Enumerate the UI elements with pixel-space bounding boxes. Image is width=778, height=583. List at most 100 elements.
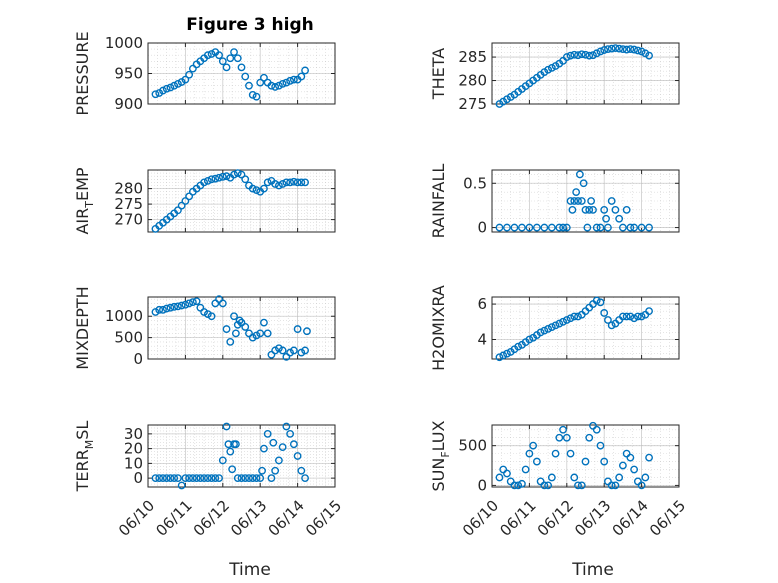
data-point	[633, 46, 642, 55]
data-point	[237, 474, 246, 483]
x-tick-label: 06/15	[646, 497, 689, 540]
data-point	[559, 223, 567, 232]
data-point	[289, 75, 298, 84]
axes-box	[147, 296, 336, 360]
data-point	[170, 302, 179, 311]
data-point	[297, 178, 306, 187]
data-point	[181, 197, 190, 205]
data-point	[192, 297, 201, 306]
data-point	[562, 433, 571, 442]
data-point	[269, 438, 278, 447]
data-point	[641, 473, 650, 482]
data-point	[645, 51, 653, 60]
data-point	[211, 474, 220, 483]
subplot-5: 0 500 1000 MIXDEPTH	[73, 286, 336, 370]
data-point	[185, 299, 194, 308]
x-tick-label: 06/14	[609, 497, 652, 540]
data-point	[514, 342, 523, 351]
data-point	[174, 302, 182, 311]
data-point	[233, 474, 242, 483]
y-tick-label: 0	[477, 219, 487, 237]
data-point	[630, 45, 639, 54]
x-axis-label-right: Time	[571, 560, 614, 580]
data-point	[503, 469, 511, 478]
data-point	[547, 323, 556, 332]
data-point	[540, 326, 549, 335]
data-point	[174, 474, 182, 483]
data-point	[579, 179, 588, 188]
data-point	[503, 349, 511, 358]
data-point	[540, 223, 549, 232]
data-point	[222, 422, 231, 431]
data-point	[278, 180, 287, 188]
data-point	[547, 223, 556, 232]
data-point	[581, 457, 590, 466]
data-point	[196, 474, 205, 483]
y-tick-label: 285	[458, 48, 487, 66]
data-point	[174, 79, 182, 88]
data-point	[525, 335, 534, 344]
data-point	[278, 346, 287, 355]
subplot-1: 900 950 1000 PRESSURE	[73, 31, 336, 116]
data-point	[626, 312, 635, 321]
data-point	[185, 474, 194, 483]
y-axis-label: H2OMIXRA	[429, 285, 448, 371]
y-tick-label: 10	[124, 454, 143, 472]
x-tick-label: 06/14	[265, 497, 308, 540]
data-point	[602, 214, 610, 223]
data-point	[645, 307, 653, 316]
data-point	[260, 73, 268, 82]
data-point	[177, 201, 186, 210]
axes-box	[147, 424, 336, 488]
axes-box	[491, 42, 680, 105]
data-point	[301, 178, 309, 187]
data-point	[233, 54, 242, 63]
data-point	[207, 50, 216, 58]
data-point	[566, 51, 575, 60]
y-tick-label: 500	[458, 437, 487, 455]
data-point	[645, 453, 653, 462]
data-point	[577, 481, 586, 490]
figure-title: Figure 3 high	[186, 15, 314, 35]
data-point	[637, 312, 646, 321]
y-tick-label: 500	[114, 329, 143, 347]
data-point	[252, 92, 261, 101]
data-point	[170, 474, 179, 483]
y-tick-label: 1000	[105, 307, 143, 325]
data-point	[626, 45, 635, 53]
y-axis-label: RAINFALL	[429, 164, 448, 239]
data-point	[581, 205, 590, 214]
data-point	[252, 474, 261, 483]
x-tick-label: 06/11	[152, 497, 195, 540]
data-point	[222, 172, 231, 181]
data-point	[518, 479, 526, 488]
data-point	[245, 474, 253, 483]
data-point	[207, 474, 216, 483]
y-tick-label: 0.5	[463, 174, 487, 192]
data-point	[274, 456, 283, 465]
data-point	[271, 83, 280, 91]
data-point	[600, 309, 609, 317]
data-point	[282, 422, 291, 431]
data-point	[237, 170, 246, 179]
data-point	[607, 321, 616, 330]
data-point	[547, 63, 556, 72]
data-point	[188, 298, 197, 307]
data-point	[297, 466, 306, 475]
data-point	[230, 312, 238, 321]
axes-box	[491, 296, 680, 360]
data-point	[248, 474, 257, 483]
x-tick-label: 06/10	[115, 497, 158, 540]
y-axis-label: THETA	[429, 48, 448, 100]
data-point	[181, 300, 190, 309]
data-point	[611, 481, 620, 490]
data-point	[228, 465, 237, 474]
data-point	[274, 81, 283, 90]
data-point	[218, 172, 227, 181]
data-point	[286, 76, 295, 85]
data-point	[252, 186, 261, 195]
data-point	[555, 223, 564, 232]
data-point	[289, 177, 298, 186]
data-point	[607, 481, 616, 490]
